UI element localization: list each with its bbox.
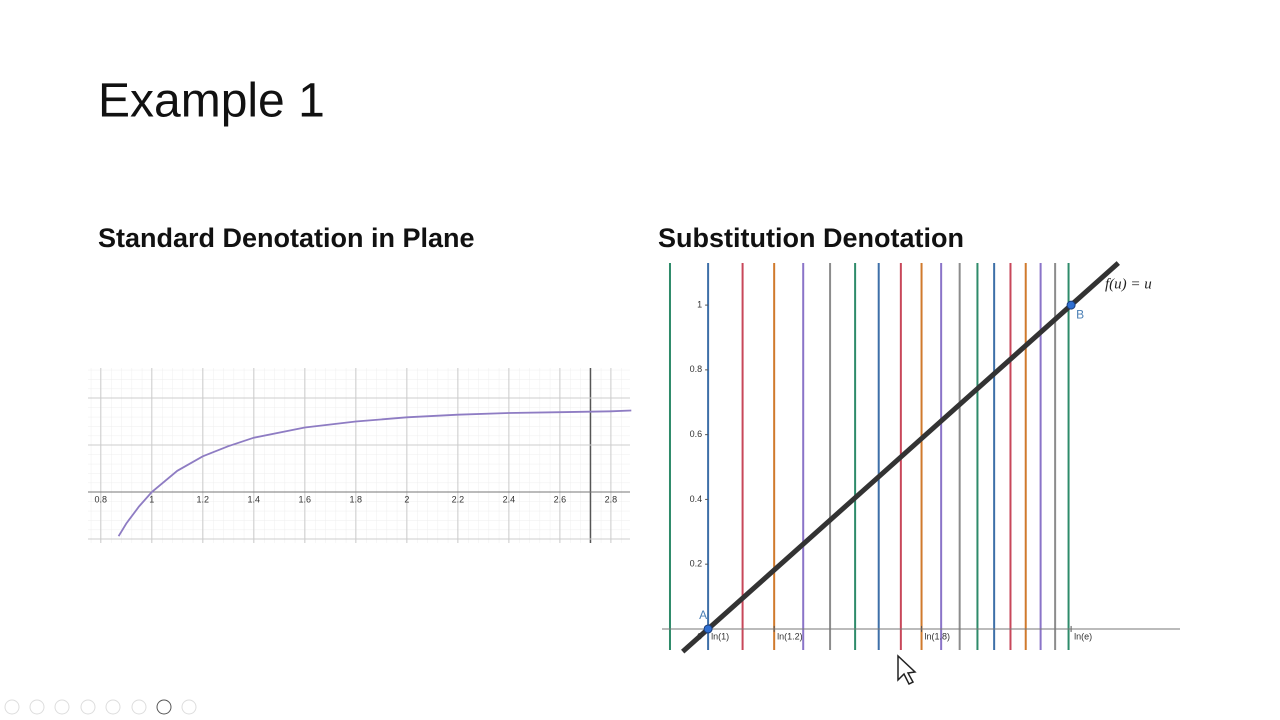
x-tick-label: 2.4 xyxy=(503,494,516,504)
chart-title: Substitution Denotation xyxy=(658,223,964,253)
minor-grid xyxy=(88,368,630,543)
point xyxy=(703,624,713,634)
x-tick-label: 1 xyxy=(149,494,154,504)
point-label: B xyxy=(1076,307,1084,321)
toolbar-button[interactable] xyxy=(131,699,147,715)
chart-substitution: ln(1) ln(1.2) ln(1.8) ln(e)00.20.40.60.81AB… xyxy=(662,261,1180,654)
x-tick-label: ln(1.2) xyxy=(777,631,803,641)
x-tick-label: 1.6 xyxy=(299,494,312,504)
annotation: f(u) = u xyxy=(1105,276,1152,292)
slide-title: Example 1 xyxy=(98,75,325,128)
x-tick-label: 2.6 xyxy=(554,494,567,504)
toolbar-button[interactable] xyxy=(29,699,45,715)
chart-title: Standard Denotation in Plane xyxy=(98,223,475,253)
point xyxy=(1066,300,1076,310)
chart-plane: 0.8 1 1.2 1.4 1.6 1.8 2 2.2 2.4 2.6 2.8 xyxy=(88,368,632,543)
y-tick-label: 0.4 xyxy=(690,494,703,504)
point-label: A xyxy=(699,608,707,622)
x-tick-label: 1.2 xyxy=(197,494,210,504)
x-tick-label: 1.4 xyxy=(248,494,261,504)
x-tick-label: 2.2 xyxy=(452,494,465,504)
toolbar-button[interactable] xyxy=(105,699,121,715)
y-tick-label: 0.2 xyxy=(690,559,703,569)
x-tick-label: 0.8 xyxy=(94,494,107,504)
x-tick-label: 1.8 xyxy=(350,494,363,504)
x-tick-label: ln(e) xyxy=(1074,631,1092,641)
y-tick-label: 0.8 xyxy=(690,364,703,374)
toolbar-button[interactable] xyxy=(4,699,20,715)
x-tick-label: ln(1.8) xyxy=(925,631,951,641)
toolbar-button[interactable] xyxy=(80,699,96,715)
toolbar-button[interactable] xyxy=(181,699,197,715)
x-tick-label: 2 xyxy=(404,494,409,504)
slideshow-toolbar xyxy=(4,699,197,715)
x-tick-label: 2.8 xyxy=(605,494,618,504)
data-line xyxy=(681,261,1120,654)
y-tick-label: 1 xyxy=(697,299,702,309)
x-tick-label: ln(1) xyxy=(711,631,729,641)
cursor xyxy=(897,654,917,686)
data-line xyxy=(117,409,632,537)
toolbar-button[interactable] xyxy=(156,699,172,715)
toolbar-button[interactable] xyxy=(54,699,70,715)
y-tick-label: 0.6 xyxy=(690,429,703,439)
